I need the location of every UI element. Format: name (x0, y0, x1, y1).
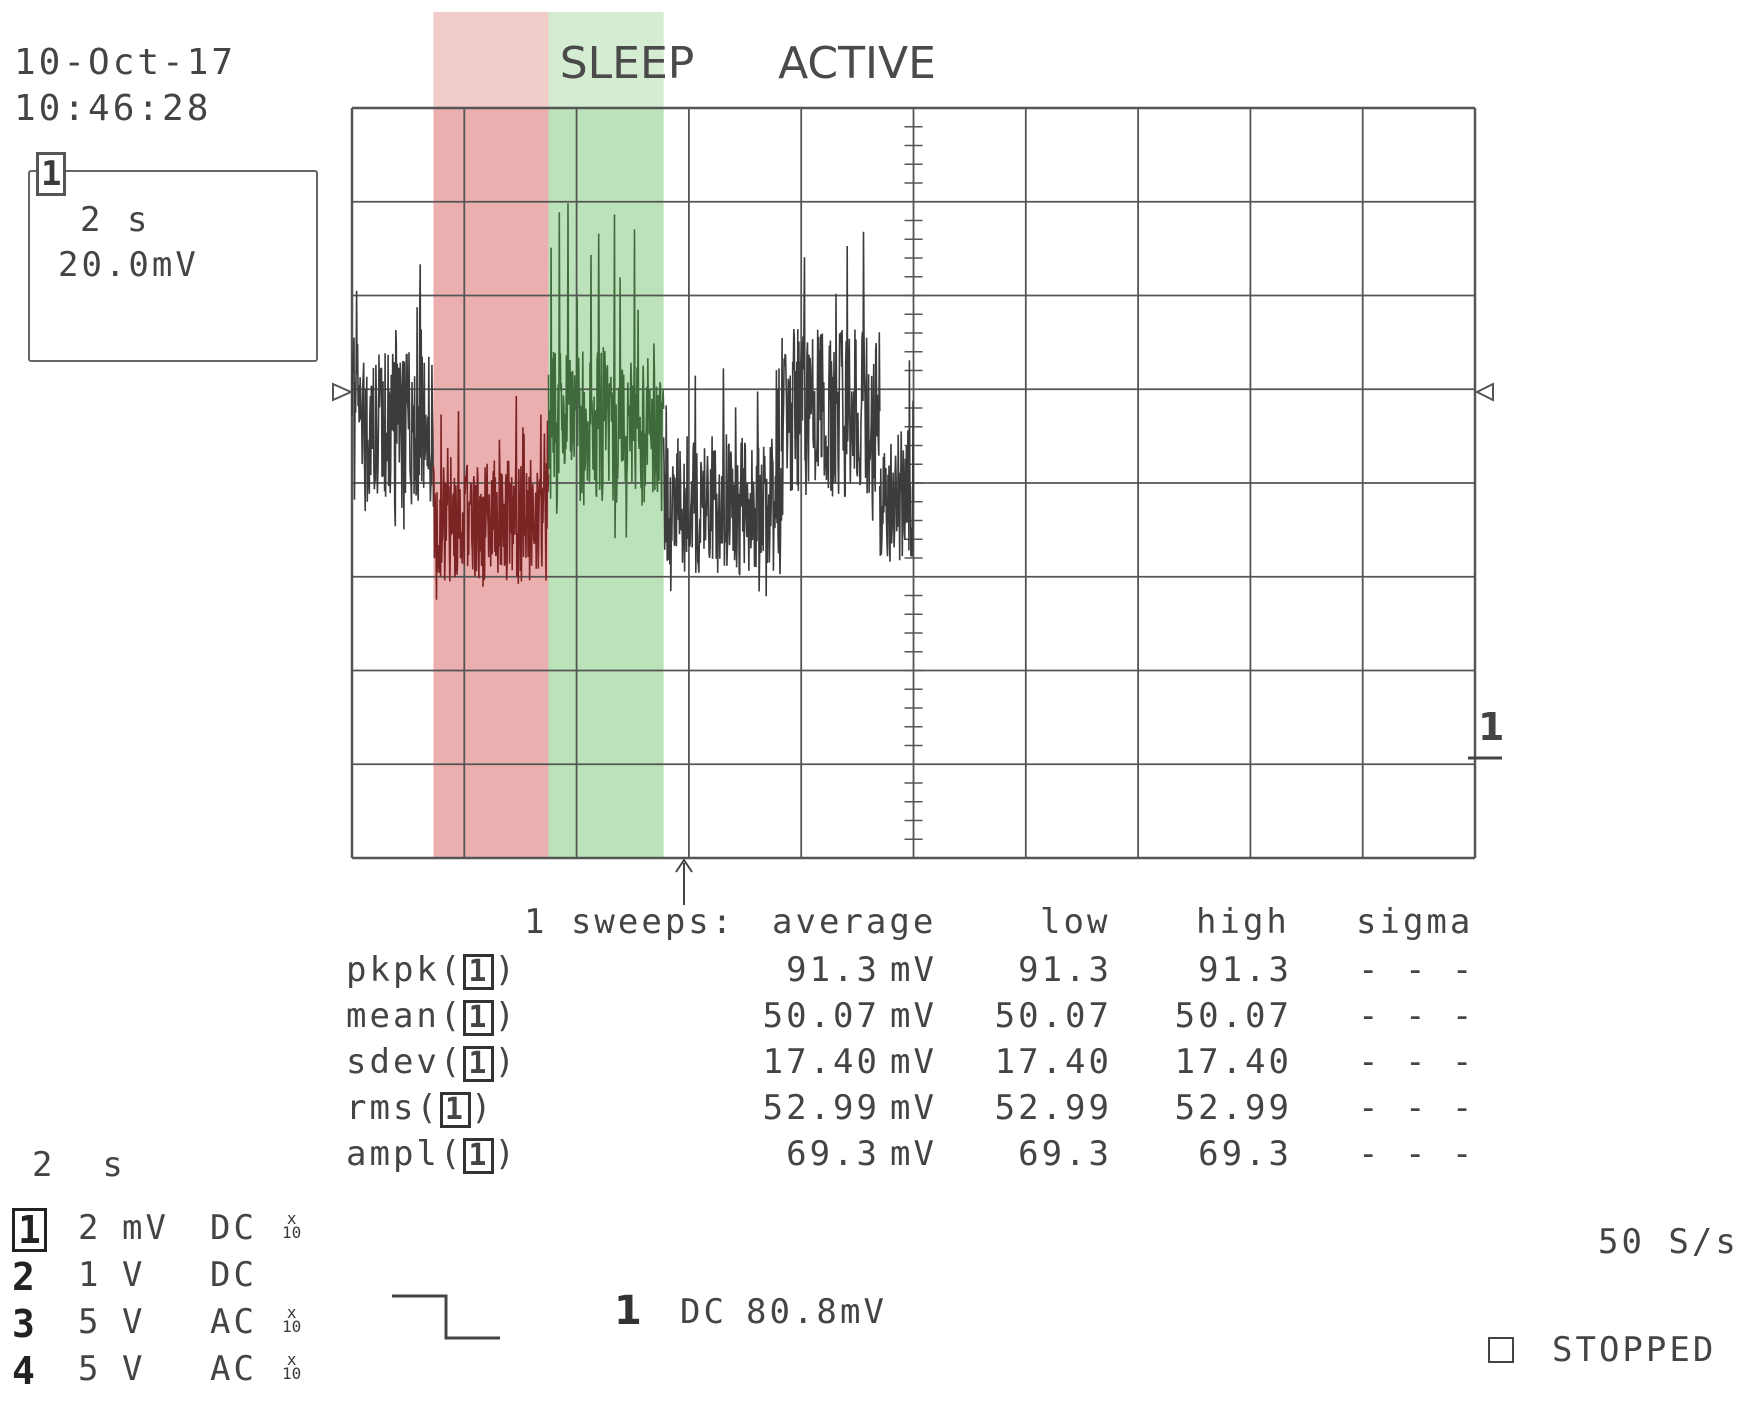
channel-volts-unit: mV (122, 1208, 169, 1248)
measurement-sigma: - - - (1358, 1134, 1476, 1174)
measurement-high: 91.3 (1198, 950, 1292, 990)
probe-factor: x 10 (282, 1303, 302, 1336)
right-level-arrow (1474, 382, 1494, 402)
sweeps-label: 1 sweeps: (524, 902, 736, 942)
measurement-high: 50.07 (1174, 996, 1292, 1036)
measurement-unit: mV (890, 996, 937, 1036)
measurement-row: pkpk(1) 91.3 mV 91.3 91.3- - - (0, 950, 1750, 992)
trace-segment (879, 360, 915, 562)
active-region-header (548, 12, 664, 108)
channel-tag: 1 (463, 954, 495, 990)
probe-factor: x 10 (282, 1350, 302, 1383)
channel-number: 4 (12, 1349, 35, 1393)
measurement-unit: mV (890, 1088, 937, 1128)
measurement-name: rms(1) (346, 1088, 495, 1128)
channel-number: 1 (12, 1208, 47, 1252)
channel-tag: 1 (463, 1138, 495, 1174)
measurement-name: pkpk(1) (346, 950, 518, 990)
status-checkbox (1488, 1337, 1514, 1363)
measurement-unit: mV (890, 950, 937, 990)
sleep-region (433, 12, 549, 858)
sleep-region-label: SLEEP (559, 38, 695, 89)
measurement-average: 17.40 (762, 1042, 880, 1082)
channel-volts-value: 5 (78, 1349, 102, 1389)
measurement-row: sdev(1) 17.40 mV 17.40 17.40- - - (0, 1042, 1750, 1084)
measurement-unit: mV (890, 1042, 937, 1082)
timebase-box (28, 170, 318, 362)
measurement-sigma: - - - (1358, 1042, 1476, 1082)
trace-segment (662, 368, 783, 597)
measurement-low: 52.99 (994, 1088, 1112, 1128)
measurement-high: 69.3 (1198, 1134, 1292, 1174)
timebase-channel-tag: 1 (36, 152, 67, 196)
channel-volts-unit: V (122, 1349, 146, 1389)
measurement-low: 91.3 (1018, 950, 1112, 990)
channel-volts-unit: V (122, 1255, 146, 1295)
measurement-sigma: - - - (1358, 996, 1476, 1036)
falling-edge-trigger-icon (392, 1294, 500, 1340)
measurement-row: mean(1) 50.07 mV 50.07 50.07- - - (0, 996, 1750, 1038)
left-level-arrow (332, 382, 354, 402)
sleep-region-header (433, 12, 549, 108)
channel-tag: 1 (439, 1092, 471, 1128)
col-low: low (1040, 902, 1111, 942)
channel-volts-unit: V (122, 1302, 146, 1342)
measurement-low: 17.40 (994, 1042, 1112, 1082)
channel-1-ground-marker: 1 (1478, 705, 1505, 749)
channel-tag: 1 (463, 1046, 495, 1082)
channel-number: 3 (12, 1302, 35, 1346)
measurement-unit: mV (890, 1134, 937, 1174)
panel-timebase: 2 s (32, 1145, 126, 1185)
channel-coupling: DC (210, 1255, 257, 1295)
probe-factor: x 10 (282, 1209, 302, 1242)
measurement-high: 52.99 (1174, 1088, 1292, 1128)
channel-number: 2 (12, 1255, 35, 1299)
trigger-position-arrowhead (675, 858, 693, 873)
active-region-label: ACTIVE (778, 38, 936, 89)
measurement-header: 1 sweeps: average low high sigma (0, 902, 1750, 944)
measurement-average: 91.3 (786, 950, 880, 990)
signal-trace (351, 203, 915, 600)
plot-overlays (332, 382, 1502, 905)
col-sigma: sigma (1356, 902, 1474, 942)
channel-coupling: AC (210, 1349, 257, 1389)
channel-coupling: DC (210, 1208, 257, 1248)
trace-segment (547, 203, 665, 539)
trace-segment (432, 395, 550, 600)
timebase-volt-div: 20.0mV (58, 245, 199, 285)
col-average: average (772, 902, 937, 942)
trace-segment (351, 264, 435, 530)
measurement-name: sdev(1) (346, 1042, 518, 1082)
measurement-row: rms(1) 52.99 mV 52.99 52.99- - - (0, 1088, 1750, 1130)
channel-volts-value: 1 (78, 1255, 102, 1295)
measurement-row: ampl(1) 69.3 mV 69.3 69.3- - - (0, 1134, 1750, 1176)
measurement-low: 50.07 (994, 996, 1112, 1036)
measurement-average: 52.99 (762, 1088, 880, 1128)
trigger-coupling: DC (680, 1292, 727, 1332)
measurement-high: 17.40 (1174, 1042, 1292, 1082)
trigger-unit: mV (840, 1292, 887, 1332)
col-high: high (1196, 902, 1290, 942)
sample-rate: 50 S/s (1598, 1222, 1739, 1262)
trigger-level: 80.8 (746, 1292, 840, 1332)
measurement-average: 69.3 (786, 1134, 880, 1174)
channel-volts-value: 5 (78, 1302, 102, 1342)
measurement-name: ampl(1) (346, 1134, 518, 1174)
trigger-channel: 1 (614, 1288, 642, 1334)
status-text: STOPPED (1552, 1330, 1717, 1370)
measurement-average: 50.07 (762, 996, 880, 1036)
channel-coupling: AC (210, 1302, 257, 1342)
date-label: 10-Oct-17 (14, 42, 237, 83)
time-label: 10:46:28 (14, 88, 212, 129)
measurement-name: mean(1) (346, 996, 518, 1036)
measurement-sigma: - - - (1358, 950, 1476, 990)
channel-volts-value: 2 (78, 1208, 102, 1248)
timebase-time-div: 2 s (80, 200, 151, 240)
trace-segment (780, 231, 881, 521)
measurement-low: 69.3 (1018, 1134, 1112, 1174)
channel-tag: 1 (463, 1000, 495, 1036)
measurement-sigma: - - - (1358, 1088, 1476, 1128)
